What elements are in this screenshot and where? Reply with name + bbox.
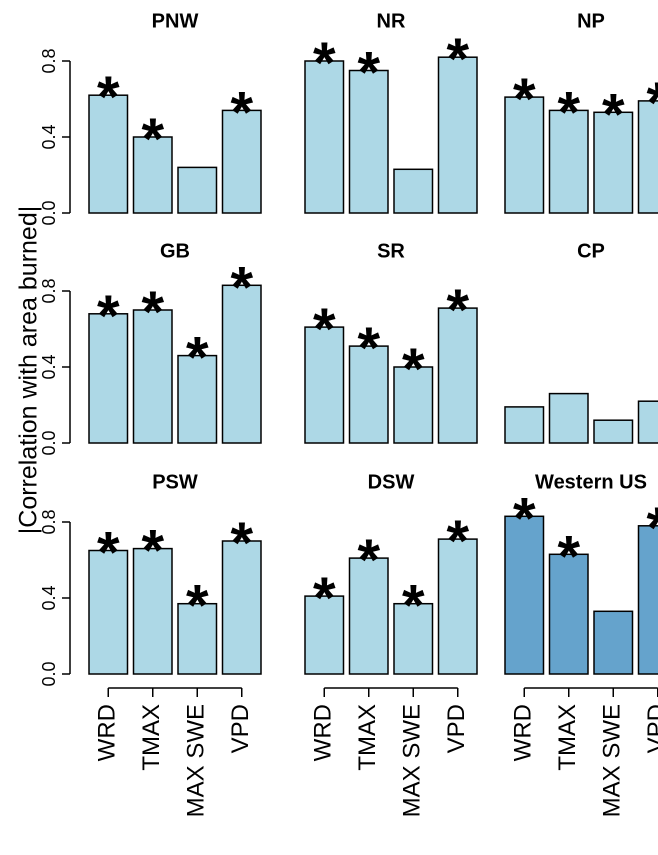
panel-title: NR — [377, 11, 406, 33]
bar — [637, 400, 658, 444]
bar — [393, 366, 434, 444]
x-tick-label: TMAX — [138, 704, 165, 771]
bar — [221, 109, 262, 214]
panel-title: NP — [577, 11, 605, 33]
bar — [348, 345, 389, 444]
significance-marker: * — [97, 521, 120, 586]
significance-marker: * — [557, 80, 580, 145]
bar — [548, 553, 589, 675]
bar — [593, 419, 634, 444]
bar — [304, 595, 345, 675]
significance-marker: * — [446, 509, 469, 574]
significance-marker: * — [230, 511, 253, 576]
bar — [348, 69, 389, 214]
x-tick-label: VPD — [643, 704, 658, 753]
x-tick-label: WRD — [510, 704, 537, 761]
bar — [437, 538, 478, 675]
bar — [437, 56, 478, 214]
significance-marker: * — [186, 326, 209, 391]
panel-title: PSW — [152, 472, 198, 494]
bar — [548, 109, 589, 214]
x-tick-label: MAX SWE — [183, 704, 210, 817]
significance-marker: * — [313, 566, 336, 631]
y-tick-label: 0.8 — [39, 278, 59, 303]
significance-marker: * — [602, 82, 625, 147]
y-axis-label: |Correlation with area burned| — [15, 206, 43, 534]
significance-marker: * — [357, 316, 380, 381]
bar — [304, 60, 345, 214]
panel-title: SR — [377, 241, 405, 263]
bar — [177, 602, 218, 675]
significance-marker: * — [97, 284, 120, 349]
y-tick-label: 0.8 — [39, 48, 59, 73]
panel-title: CP — [577, 241, 605, 263]
x-tick-label: MAX SWE — [599, 704, 626, 817]
significance-marker: * — [557, 524, 580, 589]
significance-marker: * — [313, 297, 336, 362]
bar — [548, 392, 589, 444]
bar — [348, 557, 389, 675]
x-tick-label: MAX SWE — [399, 704, 426, 817]
bar — [132, 136, 173, 214]
x-tick-label: WRD — [310, 704, 337, 761]
significance-marker: * — [402, 337, 425, 402]
significance-marker: * — [446, 27, 469, 92]
bar — [504, 515, 545, 675]
x-tick-label: TMAX — [354, 704, 381, 771]
bar — [177, 354, 218, 444]
y-tick-label: 0.0 — [39, 430, 59, 455]
x-tick-label: TMAX — [554, 704, 581, 771]
significance-marker: * — [513, 67, 536, 132]
significance-marker: * — [186, 574, 209, 639]
bar — [393, 602, 434, 675]
significance-marker: * — [513, 486, 536, 551]
bar — [88, 313, 129, 444]
significance-marker: * — [646, 71, 658, 136]
y-tick-label: 0.0 — [39, 661, 59, 686]
y-tick-label: 0.4 — [39, 585, 59, 610]
y-tick-label: 0.4 — [39, 354, 59, 379]
bar — [504, 96, 545, 214]
panel-title: PNW — [152, 11, 199, 33]
x-tick-label: VPD — [227, 704, 254, 753]
bar — [593, 111, 634, 214]
significance-marker: * — [446, 278, 469, 343]
bar — [393, 168, 434, 214]
bar — [177, 166, 218, 214]
significance-marker: * — [141, 280, 164, 345]
x-tick-label: VPD — [443, 704, 470, 753]
significance-marker: * — [402, 574, 425, 639]
bar — [88, 549, 129, 675]
significance-marker: * — [97, 65, 120, 130]
significance-marker: * — [230, 255, 253, 320]
x-tick-label: WRD — [94, 704, 121, 761]
significance-marker: * — [357, 41, 380, 106]
significance-marker: * — [230, 80, 253, 145]
panel-title: Western US — [535, 472, 647, 494]
bar — [221, 540, 262, 675]
y-tick-label: 0.4 — [39, 124, 59, 149]
significance-marker: * — [646, 496, 658, 561]
bar — [504, 406, 545, 444]
bar — [437, 307, 478, 444]
bar — [304, 326, 345, 444]
bar — [88, 94, 129, 214]
bar — [221, 284, 262, 444]
bar — [593, 610, 634, 675]
significance-marker: * — [141, 107, 164, 172]
panel-title: GB — [160, 241, 190, 263]
significance-marker: * — [357, 528, 380, 593]
y-tick-label: 0.8 — [39, 509, 59, 534]
bar — [132, 309, 173, 444]
panel-title: DSW — [368, 472, 415, 494]
bar — [132, 547, 173, 675]
significance-marker: * — [141, 519, 164, 584]
y-tick-label: 0.0 — [39, 200, 59, 225]
significance-marker: * — [313, 31, 336, 96]
